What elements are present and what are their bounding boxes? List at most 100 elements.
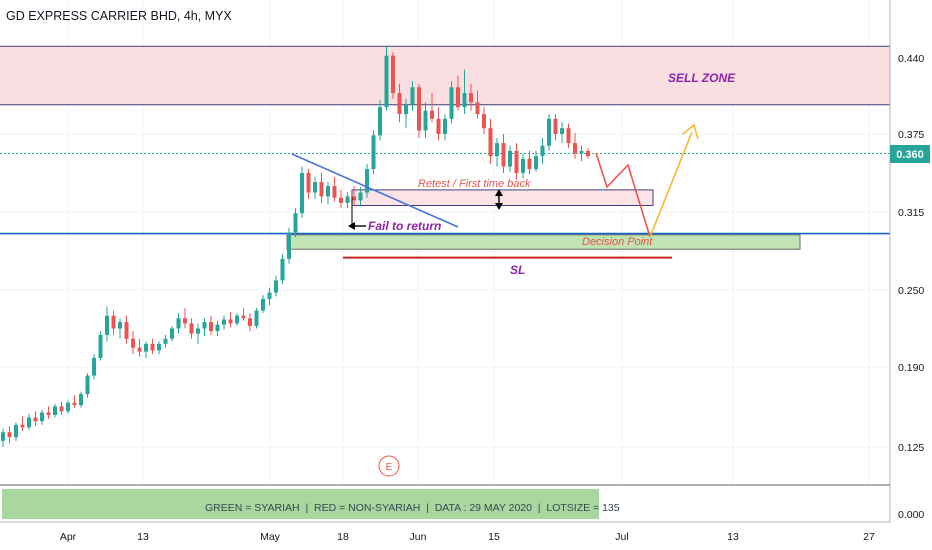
candle[interactable] [495, 137, 499, 167]
candle[interactable] [183, 307, 187, 329]
candle[interactable] [111, 310, 116, 335]
candle[interactable] [293, 208, 298, 238]
candle[interactable] [261, 295, 265, 314]
candle[interactable] [280, 254, 285, 284]
candle[interactable] [150, 338, 155, 355]
candle[interactable] [241, 307, 246, 321]
candle[interactable] [430, 93, 434, 123]
candle[interactable] [436, 107, 441, 141]
candle[interactable] [547, 114, 551, 151]
candle[interactable] [482, 107, 486, 134]
candle[interactable] [501, 134, 506, 173]
candle[interactable] [72, 395, 77, 408]
candle[interactable] [378, 100, 382, 141]
candle[interactable] [313, 176, 317, 199]
candle[interactable] [40, 410, 44, 425]
candle[interactable] [105, 306, 109, 342]
sell-zone-box[interactable] [0, 46, 890, 105]
candle[interactable] [287, 227, 291, 264]
candle[interactable] [215, 320, 220, 337]
candle[interactable] [33, 411, 38, 427]
candle[interactable] [339, 189, 343, 209]
candle[interactable] [59, 401, 64, 415]
candle[interactable] [443, 114, 447, 141]
candle[interactable] [189, 318, 194, 339]
candle[interactable] [573, 132, 577, 159]
candle[interactable] [20, 416, 25, 431]
demand-zone-box[interactable] [286, 234, 801, 250]
candle[interactable] [560, 122, 564, 144]
candle[interactable] [209, 315, 213, 335]
candle[interactable] [326, 182, 330, 205]
candle[interactable] [462, 69, 467, 115]
candle[interactable] [566, 123, 571, 149]
candle[interactable] [365, 163, 369, 198]
candle[interactable] [7, 426, 12, 444]
time-axis[interactable]: Apr 13 May 18 Jun 15 Jul 13 27 [60, 531, 875, 543]
candle[interactable] [306, 169, 311, 199]
candle[interactable] [586, 148, 590, 159]
candle[interactable] [66, 400, 70, 414]
candle[interactable] [228, 311, 233, 328]
projection-up-path[interactable] [649, 131, 693, 238]
candle[interactable] [404, 98, 408, 129]
candle[interactable] [332, 176, 337, 202]
candle[interactable] [475, 90, 480, 119]
candle[interactable] [92, 354, 96, 380]
candle[interactable] [254, 307, 259, 329]
candle[interactable] [521, 153, 525, 179]
candle[interactable] [46, 406, 51, 419]
candle[interactable] [534, 150, 538, 172]
candle[interactable] [449, 81, 454, 124]
candle[interactable] [274, 275, 278, 297]
candle[interactable] [196, 323, 200, 344]
candle[interactable] [579, 145, 584, 162]
candle[interactable] [118, 318, 122, 339]
candle[interactable] [345, 192, 350, 209]
candle[interactable] [144, 341, 148, 359]
candle[interactable] [371, 130, 376, 175]
price-axis[interactable]: 0.440 0.375 0.315 0.250 0.190 0.125 0.000 [898, 53, 924, 521]
trendline[interactable] [291, 153, 459, 228]
candle[interactable] [14, 422, 18, 441]
candle[interactable] [267, 287, 272, 306]
candle[interactable] [1, 428, 5, 447]
candle[interactable] [202, 318, 207, 337]
candle[interactable] [222, 315, 226, 330]
candle[interactable] [79, 391, 83, 408]
candle[interactable] [176, 313, 181, 334]
candle[interactable] [410, 81, 415, 111]
candle[interactable] [540, 137, 545, 164]
candle[interactable] [124, 315, 129, 344]
candle[interactable] [423, 102, 428, 138]
candle[interactable] [137, 338, 142, 357]
candle[interactable] [85, 373, 90, 398]
candle[interactable] [319, 173, 324, 203]
candle[interactable] [157, 341, 161, 355]
projection-down-path[interactable] [595, 152, 651, 238]
candle[interactable] [131, 331, 135, 355]
candle[interactable] [508, 145, 512, 172]
candle[interactable] [397, 83, 402, 123]
candle[interactable] [163, 334, 168, 348]
candle[interactable] [248, 313, 252, 332]
candle[interactable] [469, 83, 473, 111]
candle[interactable] [417, 83, 421, 138]
earnings-marker[interactable] [378, 455, 400, 477]
candle[interactable] [553, 114, 558, 141]
candle[interactable] [170, 325, 174, 342]
candle[interactable] [300, 166, 304, 219]
candle[interactable] [488, 118, 493, 164]
y-tick-label: 0.000 [898, 509, 924, 521]
candle[interactable] [384, 46, 389, 111]
candle[interactable] [235, 313, 239, 326]
candle[interactable] [352, 186, 356, 206]
candle[interactable] [27, 413, 31, 430]
candle[interactable] [358, 187, 363, 206]
candle[interactable] [456, 75, 460, 111]
candle[interactable] [527, 150, 532, 175]
candle[interactable] [98, 331, 103, 361]
candle[interactable] [391, 52, 395, 99]
candle[interactable] [514, 143, 519, 180]
candle[interactable] [53, 403, 57, 418]
